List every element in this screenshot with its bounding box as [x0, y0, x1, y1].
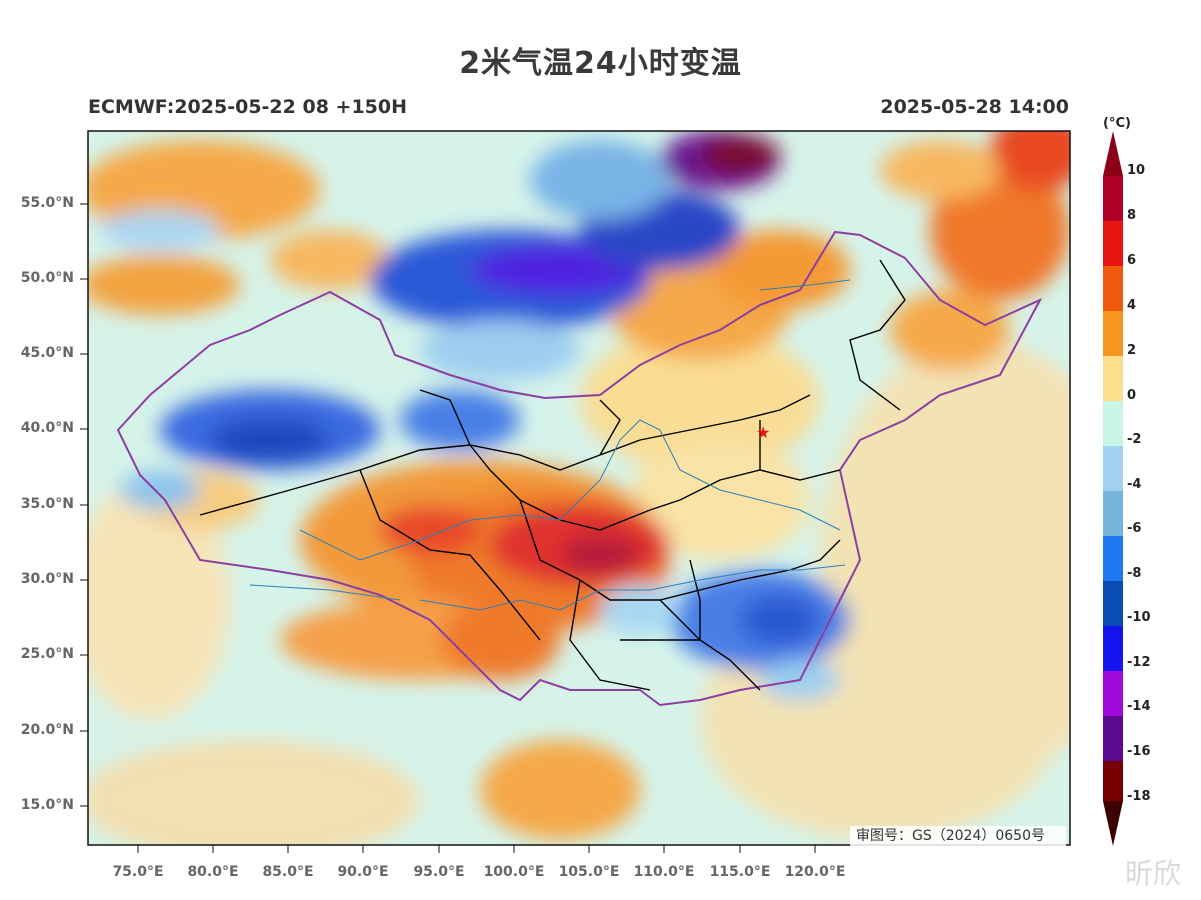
colorbar-bin	[1103, 311, 1123, 356]
map-review-number: 审图号：GS（2024）0650号	[850, 826, 1066, 846]
colorbar-label: -6	[1127, 521, 1142, 536]
colorbar-label: 10	[1127, 163, 1146, 178]
lon-label: 80.0°E	[187, 864, 239, 880]
colorbar-bin	[1103, 176, 1123, 221]
lat-label: 35.0°N	[20, 496, 74, 512]
colorbar-label: 0	[1127, 388, 1137, 403]
province-borders	[199, 259, 906, 691]
colorbar-label: -2	[1127, 432, 1142, 447]
lon-label: 100.0°E	[483, 864, 545, 880]
chart-title: 2米气温24小时变温	[459, 46, 742, 81]
lat-label: 15.0°N	[20, 797, 74, 813]
lat-label: 55.0°N	[20, 195, 74, 211]
rivers	[249, 279, 851, 611]
temperature-field	[88, 131, 1070, 845]
colorbar-bin	[1103, 716, 1123, 761]
lon-label: 75.0°E	[112, 864, 164, 880]
lat-label: 20.0°N	[20, 722, 74, 738]
colorbar-bin	[1103, 491, 1123, 536]
colorbar-label: -18	[1127, 789, 1151, 804]
colorbar-bin	[1103, 446, 1123, 491]
lon-label: 120.0°E	[784, 864, 846, 880]
lat-label: 25.0°N	[20, 646, 74, 662]
lon-label: 85.0°E	[262, 864, 314, 880]
colorbar-bin	[1103, 401, 1123, 446]
colorbar-bin	[1103, 356, 1123, 401]
lon-label: 105.0°E	[558, 864, 620, 880]
colorbar-unit: (°C)	[1103, 116, 1131, 131]
lat-label: 40.0°N	[20, 420, 74, 436]
map-frame	[87, 130, 1071, 846]
colorbar-label: -4	[1127, 477, 1142, 492]
colorbar-bin	[1103, 626, 1123, 671]
colorbar-bottom-arrow	[1103, 801, 1123, 846]
colorbar-label: -12	[1127, 655, 1151, 670]
watermark: 昕欣	[1125, 857, 1182, 890]
colorbar-bin	[1103, 581, 1123, 626]
lat-label: 30.0°N	[20, 571, 74, 587]
model-run-label: ECMWF:2025-05-22 08 +150H	[88, 96, 408, 118]
colorbar	[1103, 131, 1123, 846]
country-border	[116, 230, 1043, 707]
colorbar-label: -14	[1127, 699, 1151, 714]
colorbar-label: -16	[1127, 744, 1151, 759]
colorbar-label: 6	[1127, 253, 1137, 268]
lon-label: 110.0°E	[633, 864, 695, 880]
colorbar-label: -10	[1127, 610, 1151, 625]
colorbar-label: -8	[1127, 566, 1142, 581]
colorbar-bin	[1103, 761, 1123, 801]
lat-label: 50.0°N	[20, 270, 74, 286]
lon-label: 90.0°E	[337, 864, 389, 880]
colorbar-bin	[1103, 221, 1123, 266]
colorbar-bin	[1103, 266, 1123, 311]
colorbar-bin	[1103, 671, 1123, 716]
colorbar-label: 4	[1127, 298, 1137, 313]
colorbar-label: 8	[1127, 208, 1137, 223]
axis-ticks	[80, 203, 816, 853]
lat-label: 45.0°N	[20, 345, 74, 361]
colorbar-top-arrow	[1103, 131, 1123, 176]
colorbar-bin	[1103, 536, 1123, 581]
lon-label: 115.0°E	[709, 864, 771, 880]
colorbar-label: 2	[1127, 343, 1137, 358]
valid-time-label: 2025-05-28 14:00	[880, 96, 1069, 118]
beijing-star-icon: ★	[756, 423, 770, 442]
lon-label: 95.0°E	[413, 864, 465, 880]
